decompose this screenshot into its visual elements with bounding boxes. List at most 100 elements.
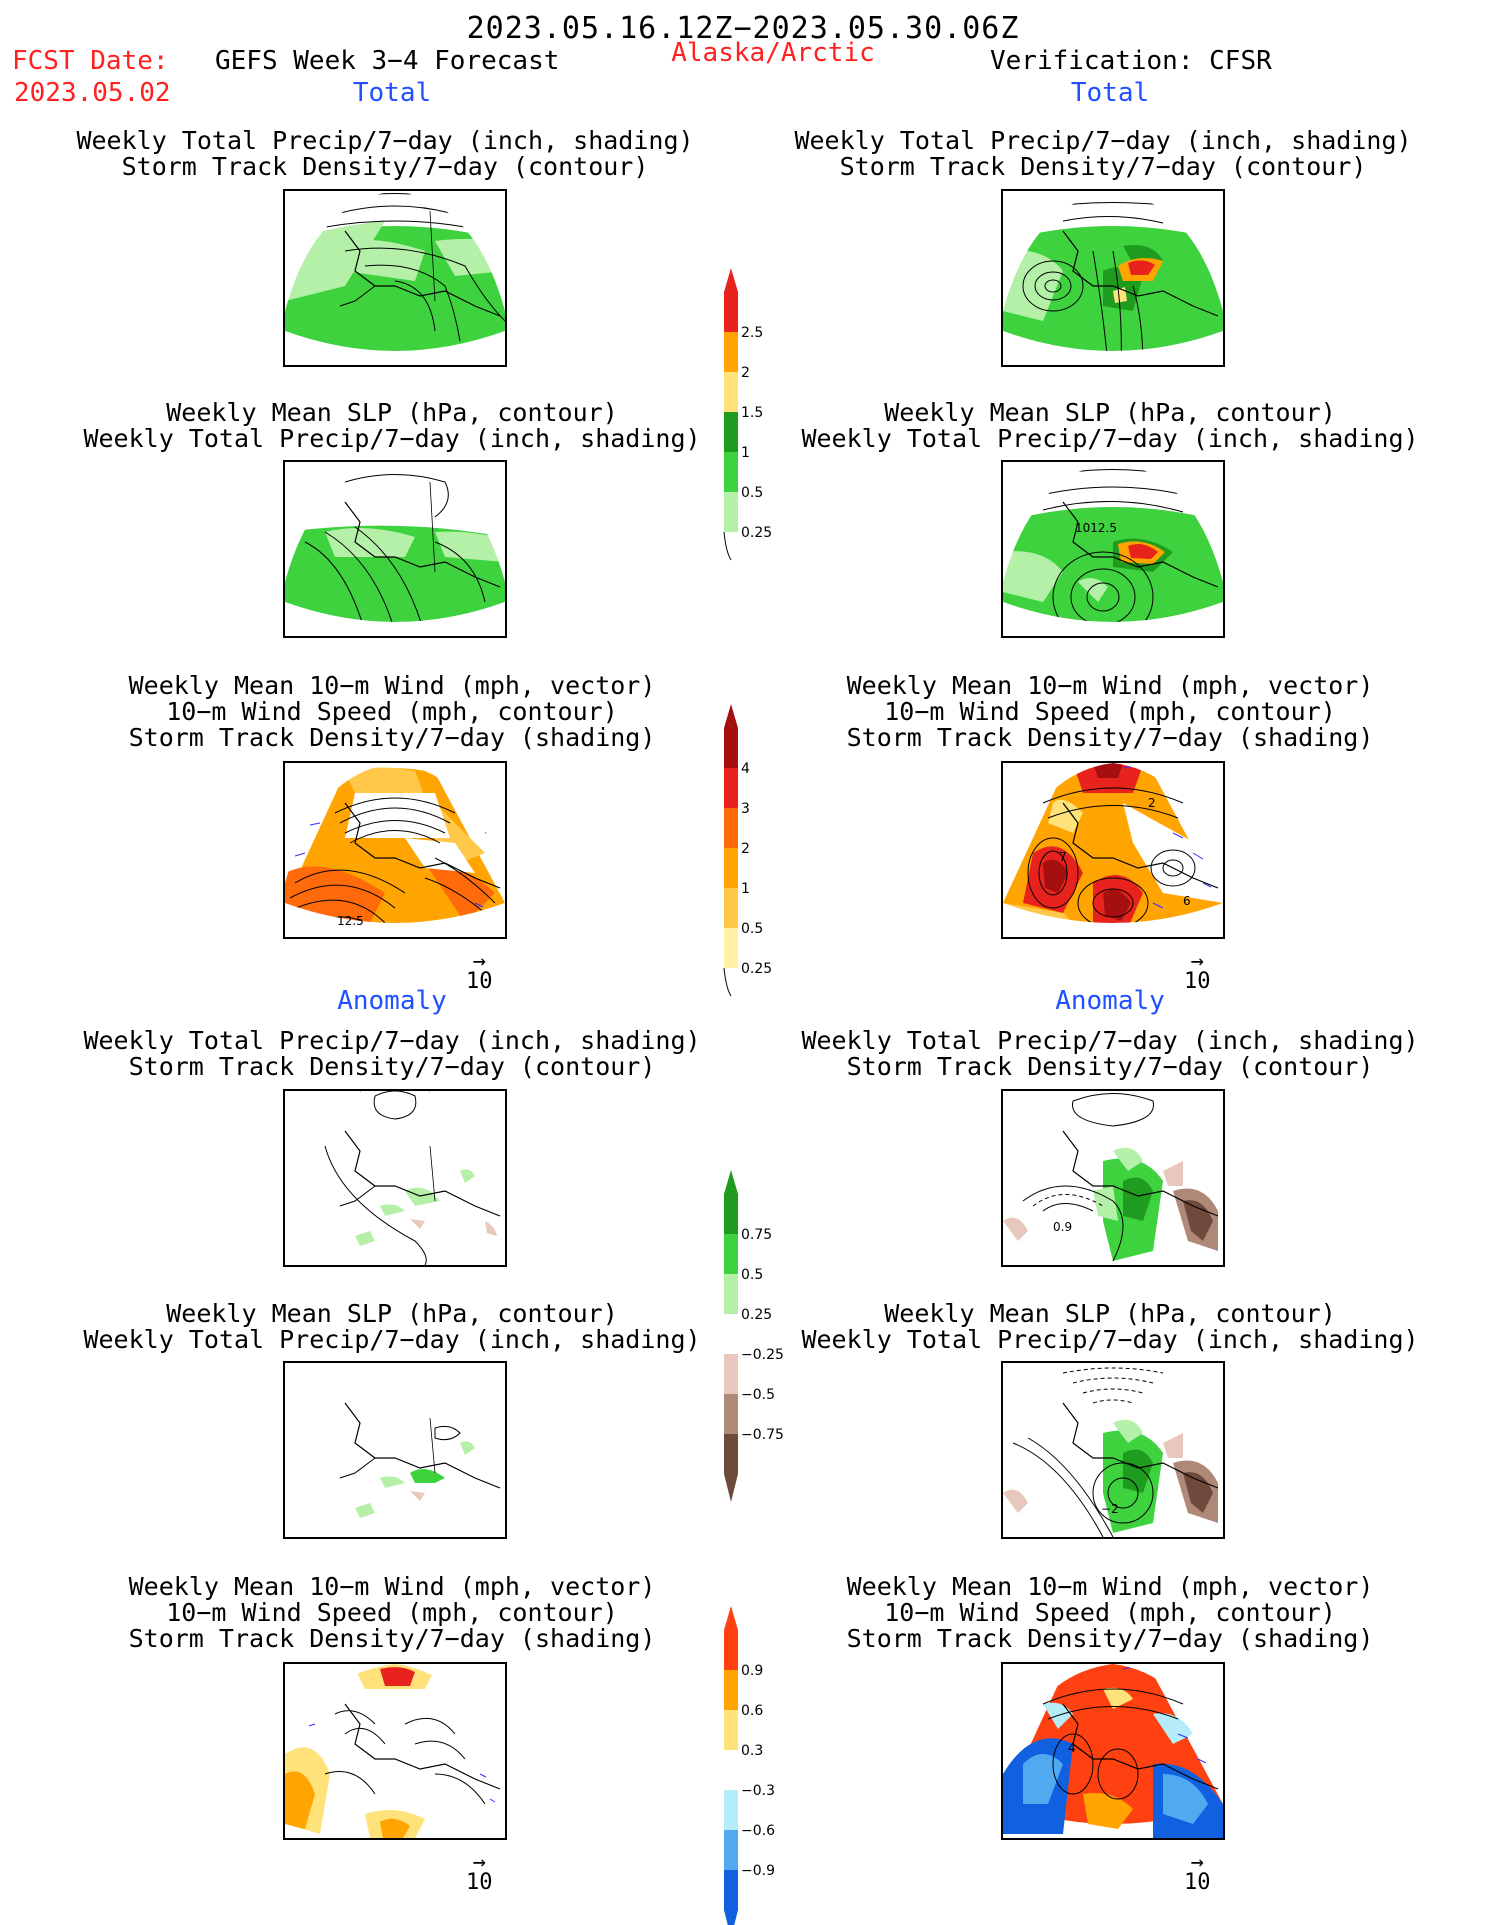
region-title: Alaska/Arctic [671, 38, 875, 68]
map-wind-total-gefs: 12.5 [283, 761, 507, 939]
colorbar-tick-label: 0.75 [741, 1227, 772, 1243]
colorbar-storm-anom: 0.9 0.6 0.3 −0.3 −0.6 −0.9 [718, 1606, 788, 1925]
section-anomaly-right: Anomaly [1055, 986, 1165, 1016]
map-slp-total-gefs [283, 460, 507, 638]
colorbar-tick-label: 0.25 [741, 525, 772, 541]
colorbar-tick-label: −0.6 [741, 1823, 775, 1839]
map-precip-storm-total-cfsr [1001, 189, 1225, 367]
colorbar-segment [724, 1394, 738, 1434]
colorbar-segment [724, 332, 738, 372]
map-precip-storm-anom-cfsr: 0.9 [1001, 1089, 1225, 1267]
colorbar-tick-label: 0.9 [741, 1663, 763, 1679]
colorbar-top-extension [724, 1170, 738, 1194]
colorbar-segment [724, 1790, 738, 1830]
slp-contour-label: 1012.5 [1075, 521, 1117, 535]
vector-reference-arrow-icon: → [472, 949, 486, 974]
colorbar-tick-label: 3 [741, 801, 750, 817]
colorbar-segment [724, 1314, 738, 1354]
colorbar-tick-label: 0.5 [741, 921, 763, 937]
colorbar-segment [724, 848, 738, 888]
colorbar-segment [724, 1630, 738, 1670]
colorbar-tick-label: 1.5 [741, 405, 763, 421]
wind-contour-label-b: 7 [1059, 850, 1067, 864]
colorbar-tick-label: −0.9 [741, 1863, 775, 1879]
colorbar-tick-label: −0.5 [741, 1387, 775, 1403]
colorbar-segment [724, 808, 738, 848]
colorbar-top-extension [724, 1606, 738, 1630]
map-slp-total-cfsr: 1012.5 [1001, 460, 1225, 638]
colorbar-segment [724, 1434, 738, 1474]
colorbar-segment [724, 412, 738, 452]
panel-title-wind-anom-right: Weekly Mean 10−m Wind (mph, vector) 10−m … [846, 1572, 1374, 1653]
panel-title-precip-storm-anom-right: Weekly Total Precip/7−day (inch, shading… [801, 1026, 1419, 1081]
colorbar-storm-total: 4 3 2 1 0.5 0.25 [718, 704, 788, 997]
panel-title-wind-anom-left: Weekly Mean 10−m Wind (mph, vector) 10−m … [128, 1572, 656, 1653]
colorbar-segment [724, 1234, 738, 1274]
model-title: GEFS Week 3−4 Forecast [215, 46, 560, 76]
colorbar-segment [724, 452, 738, 492]
colorbar-segment [724, 1354, 738, 1394]
precip-anom-contour-label: 0.9 [1053, 1220, 1072, 1234]
colorbar-tick-label: 0.25 [741, 1307, 772, 1323]
colorbar-tick-label: 0.5 [741, 1267, 763, 1283]
colorbar-tick-label: 1 [741, 445, 750, 461]
colorbar-segment [724, 372, 738, 412]
colorbar-tick-label: 2 [741, 365, 750, 381]
panel-title-wind-total-left: Weekly Mean 10−m Wind (mph, vector) 10−m … [128, 671, 656, 752]
fcst-date-value: 2023.05.02 [14, 78, 171, 108]
colorbar-tick-label: −0.25 [741, 1347, 784, 1363]
section-anomaly-left: Anomaly [337, 986, 447, 1016]
colorbar-top-extension [724, 704, 738, 728]
map-wind-anom-cfsr: 4 [1001, 1662, 1225, 1840]
vector-reference-arrow-icon: → [1190, 949, 1204, 974]
colorbar-segment [724, 1830, 738, 1870]
colorbar-segment [724, 1274, 738, 1314]
colorbar-tick-label: 2.5 [741, 325, 763, 341]
wind-contour-label-c: 6 [1183, 894, 1191, 908]
colorbar-tick-label: −0.75 [741, 1427, 784, 1443]
map-wind-anom-gefs [283, 1662, 507, 1840]
colorbar-segment [724, 492, 738, 532]
vector-reference-anom-left: → 10 [466, 1850, 493, 1896]
vector-reference-arrow-icon: → [472, 1850, 486, 1875]
vector-reference-anom-right: → 10 [1184, 1850, 1211, 1896]
colorbar-segment [724, 292, 738, 332]
colorbar-tick-label: 0.25 [741, 961, 772, 977]
colorbar-segment [724, 1194, 738, 1234]
panel-title-precip-storm-total-left: Weekly Total Precip/7−day (inch, shading… [76, 126, 694, 181]
map-precip-storm-anom-gefs [283, 1089, 507, 1267]
section-total-left: Total [352, 78, 432, 108]
verification-title: Verification: CFSR [990, 46, 1272, 76]
wind-contour-label: 12.5 [337, 914, 364, 928]
panel-title-slp-anom-left: Weekly Mean SLP (hPa, contour) Weekly Tot… [83, 1299, 701, 1354]
map-wind-total-cfsr: 2 7 6 [1001, 761, 1225, 939]
panel-title-wind-total-right: Weekly Mean 10−m Wind (mph, vector) 10−m … [846, 671, 1374, 752]
colorbar-bottom-extension [723, 967, 732, 997]
colorbar-segment [724, 728, 738, 768]
colorbar-tick-label: 4 [741, 761, 750, 777]
vector-reference-arrow-icon: → [1190, 1850, 1204, 1875]
colorbar-tick-label: 1 [741, 881, 750, 897]
colorbar-tick-label: 0.3 [741, 1743, 763, 1759]
colorbar-segment [724, 1870, 738, 1910]
colorbar-segment [724, 768, 738, 808]
section-total-right: Total [1070, 78, 1150, 108]
colorbar-segment [724, 1670, 738, 1710]
colorbar-precip-anom: 0.75 0.5 0.25 −0.25 −0.5 −0.75 [718, 1170, 788, 1502]
colorbar-tick-label: 0.6 [741, 1703, 763, 1719]
map-precip-storm-total-gefs [283, 189, 507, 367]
colorbar-segment [724, 888, 738, 928]
panel-title-precip-storm-anom-left: Weekly Total Precip/7−day (inch, shading… [83, 1026, 701, 1081]
vector-reference-total-right: → 10 [1184, 949, 1211, 995]
colorbar-segment [724, 928, 738, 968]
colorbar-tick-label: −0.3 [741, 1783, 775, 1799]
panel-title-slp-anom-right: Weekly Mean SLP (hPa, contour) Weekly Tot… [801, 1299, 1419, 1354]
map-slp-anom-cfsr: −2 [1001, 1361, 1225, 1539]
map-slp-anom-gefs [283, 1361, 507, 1539]
colorbar-bottom-extension [724, 1474, 738, 1502]
wind-anom-contour-label: 4 [1068, 1741, 1076, 1755]
colorbar-bottom-extension [723, 531, 732, 561]
vector-reference-total-left: → 10 [466, 949, 493, 995]
panel-title-slp-total-left: Weekly Mean SLP (hPa, contour) Weekly Tot… [83, 398, 701, 453]
colorbar-top-extension [724, 268, 738, 292]
